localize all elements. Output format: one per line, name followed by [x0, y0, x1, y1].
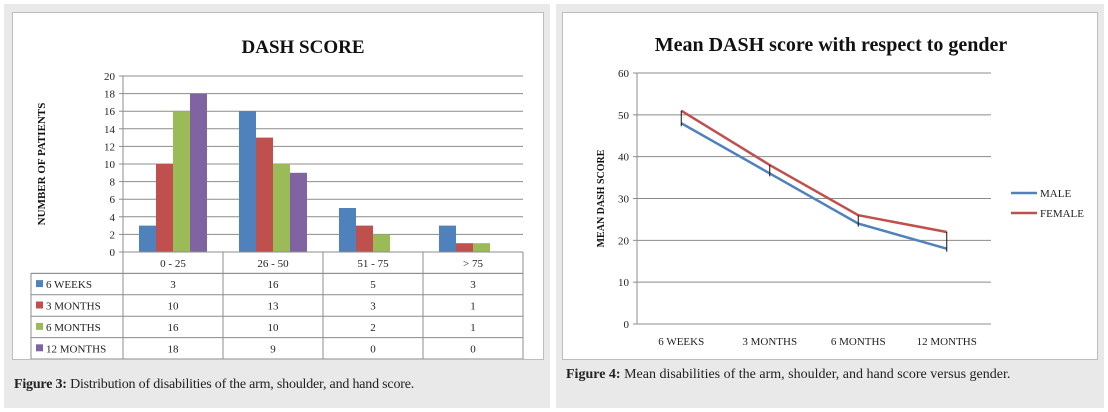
y-tick-label: 10 — [104, 159, 116, 171]
chart-title: Mean DASH score with respect to gender — [655, 34, 1008, 56]
bar-chart: DASH SCORE NUMBER OF PATIENTS 0246810121… — [30, 37, 524, 360]
line-chart-container: Mean DASH score with respect to gender M… — [562, 12, 1098, 360]
legend-label: 6 MONTHS — [46, 322, 101, 334]
bar — [456, 243, 473, 252]
data-label: 0 — [370, 343, 376, 355]
bar — [139, 225, 156, 252]
legend-swatch — [36, 280, 43, 288]
data-label: 9 — [270, 343, 276, 355]
bar — [173, 111, 190, 252]
data-label: 2 — [370, 322, 376, 334]
bar — [373, 234, 390, 252]
bar-chart-container: DASH SCORE NUMBER OF PATIENTS 0 2 4 6 8 10 12 1… — [12, 12, 544, 360]
caption-label: Figure 3: — [14, 377, 67, 392]
y-tick-label: 40 — [618, 152, 630, 164]
bar — [239, 111, 256, 252]
data-label: 1 — [470, 301, 476, 313]
data-label: 10 — [168, 301, 180, 313]
x-tick-label: 6 MONTHS — [831, 336, 886, 348]
x-tick-label: 3 MONTHS — [742, 336, 797, 348]
y-tick-label: 60 — [618, 68, 630, 80]
y-tick-label: 6 — [110, 194, 116, 206]
legend-label: MALE — [1040, 188, 1071, 200]
data-label: 3 — [170, 279, 176, 291]
bar — [156, 164, 173, 252]
x-tick-label: > 75 — [463, 258, 483, 270]
x-tick-label: 12 MONTHS — [917, 336, 977, 348]
bar — [339, 208, 356, 252]
data-label: 10 — [268, 322, 280, 334]
y-tick-label: 0 — [110, 247, 116, 259]
data-label: 3 — [470, 279, 476, 291]
legend-swatch — [36, 301, 43, 309]
y-axis-label: MEAN DASH SCORE — [596, 149, 607, 247]
y-tick-label: 12 — [104, 141, 115, 153]
line-chart: Mean DASH score with respect to gender M… — [596, 34, 1084, 348]
x-tick-label: 26 - 50 — [257, 258, 289, 270]
y-tick-label: 20 — [618, 235, 630, 247]
y-tick-label: 18 — [104, 89, 116, 101]
bar — [290, 172, 307, 252]
y-tick-label: 16 — [104, 106, 116, 118]
caption-text: Distribution of disabilities of the arm,… — [70, 377, 415, 392]
figure-4-caption: Figure 4: Mean disabilities of the arm, … — [566, 366, 1094, 384]
legend-swatch — [36, 344, 43, 352]
data-label: 13 — [268, 301, 280, 313]
y-tick-label: 2 — [110, 229, 116, 241]
legend-label: 3 MONTHS — [46, 301, 101, 313]
chart-title: DASH SCORE — [242, 37, 365, 58]
legend-label: 6 WEEKS — [46, 279, 92, 291]
series-line — [680, 109, 947, 234]
y-tick-label: 50 — [618, 110, 630, 122]
y-tick-label: 14 — [104, 124, 116, 136]
y-tick-label: 0 — [624, 319, 630, 331]
caption-label: Figure 4: — [566, 367, 621, 382]
series-line — [680, 122, 948, 250]
y-tick-label: 20 — [104, 71, 116, 83]
bar — [190, 93, 207, 252]
y-tick-label: 4 — [110, 212, 116, 224]
x-tick-label: 51 - 75 — [357, 258, 389, 270]
bar — [356, 225, 373, 252]
data-label: 16 — [268, 279, 280, 291]
legend-label: FEMALE — [1040, 208, 1084, 220]
data-label: 0 — [470, 343, 476, 355]
y-tick-label: 8 — [110, 177, 116, 189]
figure-4-panel: Mean DASH score with respect to gender M… — [556, 4, 1104, 408]
bar — [273, 164, 290, 252]
data-label: 5 — [370, 279, 376, 291]
legend-swatch — [36, 322, 43, 330]
bar — [256, 137, 273, 252]
data-label: 18 — [168, 343, 180, 355]
figure-3-caption: Figure 3: Distribution of disabilities o… — [14, 376, 544, 394]
figure-3-panel: DASH SCORE NUMBER OF PATIENTS 0 2 4 6 8 10 12 1… — [4, 4, 550, 408]
y-tick-label: 10 — [618, 277, 630, 289]
y-tick-label: 30 — [618, 194, 630, 206]
data-label: 16 — [168, 322, 180, 334]
x-tick-label: 6 WEEKS — [658, 336, 704, 348]
bar — [439, 225, 456, 252]
legend-label: 12 MONTHS — [46, 343, 106, 355]
x-tick-label: 0 - 25 — [160, 258, 186, 270]
caption-text: Mean disabilities of the arm, shoulder, … — [624, 367, 1011, 382]
y-axis-label: NUMBER OF PATIENTS — [36, 103, 48, 226]
data-label: 3 — [370, 301, 376, 313]
bar — [473, 243, 490, 252]
data-label: 1 — [470, 322, 476, 334]
